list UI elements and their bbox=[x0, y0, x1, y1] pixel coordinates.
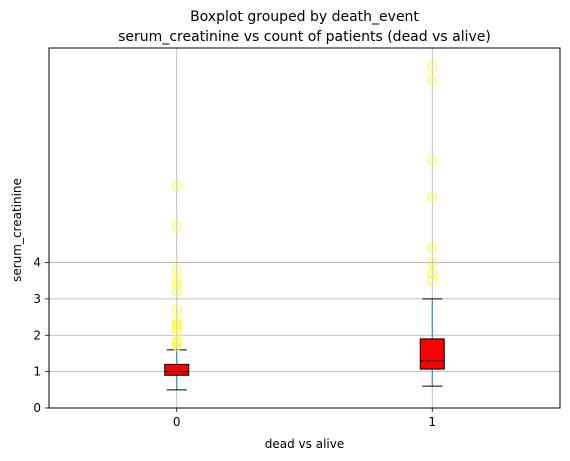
box bbox=[419, 338, 445, 370]
flier-point bbox=[427, 192, 437, 202]
flier-point bbox=[172, 265, 182, 275]
chart-title: Boxplot grouped by death_event bbox=[190, 9, 419, 25]
flier-point bbox=[172, 316, 182, 326]
plot-frame bbox=[48, 47, 561, 409]
y-tick-label: 4 bbox=[33, 256, 41, 270]
flier-point bbox=[172, 326, 182, 337]
box bbox=[164, 363, 190, 376]
box-series bbox=[164, 61, 445, 391]
y-axis-ticks: 0 1 2 3 4 bbox=[33, 256, 49, 415]
flier-point bbox=[172, 276, 182, 286]
flier-point bbox=[427, 243, 437, 253]
flier-point bbox=[427, 76, 437, 86]
y-tick-label: 1 bbox=[33, 365, 41, 379]
flier-point bbox=[172, 181, 182, 191]
y-axis-label: serum_creatinine bbox=[10, 178, 24, 282]
flier-point bbox=[427, 156, 437, 166]
flier-point bbox=[427, 257, 437, 268]
flier-point bbox=[427, 268, 437, 279]
flier-point bbox=[172, 323, 182, 333]
chart-subtitle: serum_creatinine vs count of patients (d… bbox=[118, 29, 491, 45]
grid-lines bbox=[49, 48, 560, 409]
flier-point bbox=[172, 336, 182, 347]
flier-point bbox=[427, 61, 437, 71]
y-tick-label: 2 bbox=[33, 328, 41, 342]
flier-point bbox=[172, 221, 182, 231]
y-tick-label: 3 bbox=[33, 292, 41, 306]
flier-point bbox=[172, 279, 182, 290]
flier-point bbox=[172, 286, 182, 297]
flier-point bbox=[172, 319, 182, 330]
x-tick-label: 0 bbox=[173, 415, 181, 429]
flier-point bbox=[427, 276, 437, 286]
x-axis-label: dead vs alive bbox=[265, 437, 344, 451]
flier-point bbox=[172, 305, 182, 315]
x-tick-label: 1 bbox=[428, 415, 436, 429]
y-tick-label: 0 bbox=[33, 401, 41, 415]
flier-point bbox=[172, 341, 182, 351]
